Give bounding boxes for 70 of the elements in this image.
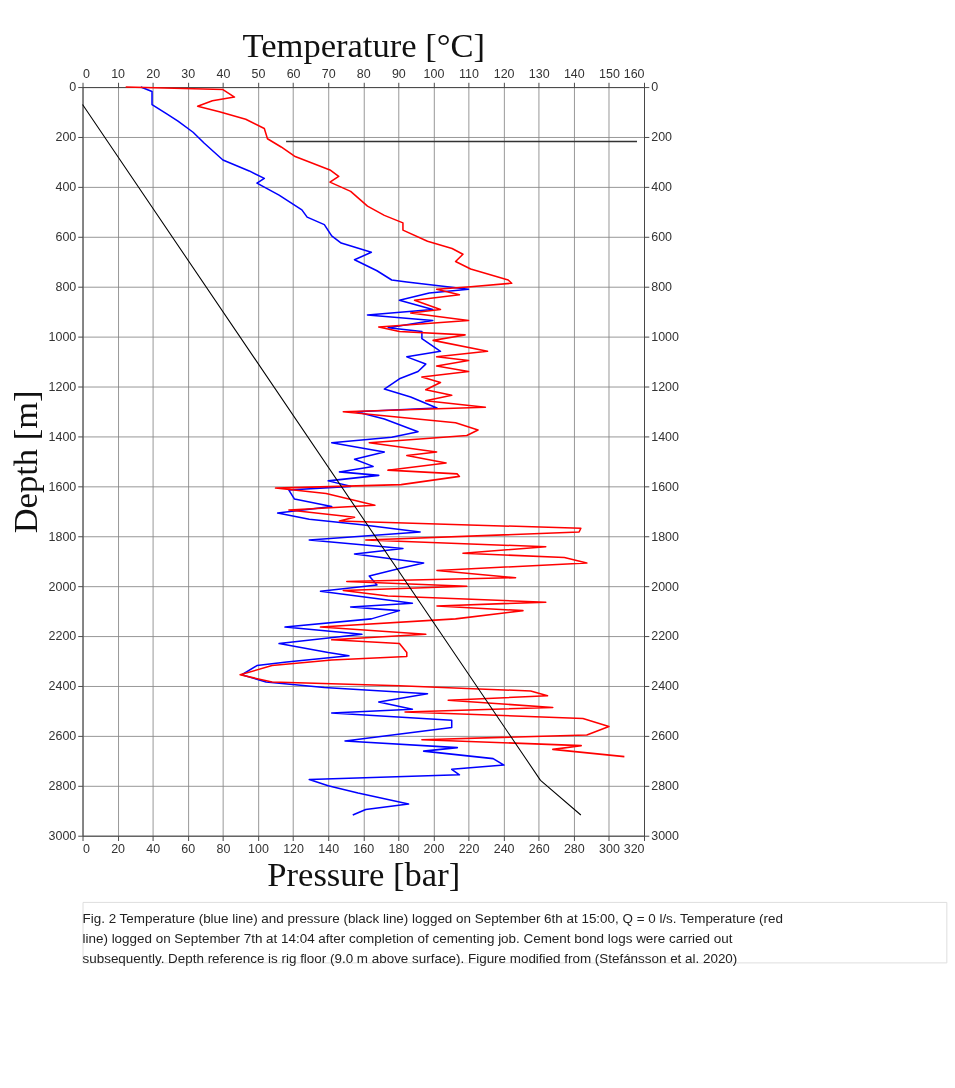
x-tick-label: 0 xyxy=(83,841,91,856)
y-tick-label: 1200 xyxy=(48,379,77,394)
x-tick-label: 160 xyxy=(353,841,375,856)
y2-tick-label: 2200 xyxy=(651,629,680,644)
x2-tick-label: 60 xyxy=(286,66,301,81)
y-tick-label: 2200 xyxy=(48,629,77,644)
x2-tick-label: 80 xyxy=(356,66,371,81)
y-tick-label: 200 xyxy=(55,130,77,145)
x-tick-label: 260 xyxy=(528,841,550,856)
y-tick-label: 2400 xyxy=(48,679,77,694)
y-tick-label: 600 xyxy=(55,230,77,245)
y-tick-label: 1600 xyxy=(48,479,77,494)
x-tick-label: 20 xyxy=(111,841,126,856)
y-tick-label: 1000 xyxy=(48,329,77,344)
y2-tick-label: 2400 xyxy=(651,679,680,694)
y2-tick-label: 800 xyxy=(651,280,673,295)
y-tick-label: 2000 xyxy=(48,579,77,594)
y2-tick-label: 2000 xyxy=(651,579,680,594)
x2-tick-label: 110 xyxy=(459,66,480,81)
y2-tick-label: 2800 xyxy=(651,779,680,794)
x2-tick-label: 120 xyxy=(493,66,515,81)
y2-tick-label: 1800 xyxy=(651,529,680,544)
x2-tick-label: 130 xyxy=(528,66,550,81)
x-axis-title: Pressure [bar] xyxy=(267,855,461,894)
x-tick-label: 180 xyxy=(388,841,410,856)
y-tick-label: 1400 xyxy=(48,429,77,444)
x-tick-label: 120 xyxy=(283,841,305,856)
y2-tick-label: 1600 xyxy=(651,479,680,494)
y2-tick-label: 1000 xyxy=(651,329,680,344)
caption: Fig. 2 Temperature (blue line) and pressure (black line) logged on September 6th at 15:00, Q = 0 l/s. Temperature (red line) logged on September 7th at 14:04 after completion of cementing job. Cement bond logs were carried out subsequently. Depth reference is rig floor (9.0 m above surface). Figure modified from (Stefánsson et al. 2020) xyxy=(82,910,783,966)
x2-tick-label: 150 xyxy=(599,66,620,81)
y2-tick-label: 2600 xyxy=(651,729,680,744)
y2-tick-label: 400 xyxy=(651,180,673,195)
x2-tick-label: 0 xyxy=(83,66,91,81)
y-tick-label: 400 xyxy=(55,180,77,195)
y2-tick-label: 1400 xyxy=(651,429,680,444)
y-tick-label: 1800 xyxy=(48,529,77,544)
x-tick-label: 280 xyxy=(563,841,585,856)
x2-tick-label: 10 xyxy=(111,66,126,81)
x-tick-label: 140 xyxy=(318,841,340,856)
x-tick-label: 80 xyxy=(216,841,231,856)
x-tick-label: 200 xyxy=(423,841,445,856)
y-tick-label: 0 xyxy=(69,80,77,95)
x2-axis-title: Temperature [°C] xyxy=(242,25,486,64)
y2-tick-label: 3000 xyxy=(651,829,680,844)
x2-tick-label: 70 xyxy=(321,66,336,81)
y-tick-label: 2600 xyxy=(48,729,77,744)
x-tick-label: 240 xyxy=(493,841,515,856)
x-tick-label: 320 xyxy=(623,841,645,856)
x-tick-label: 220 xyxy=(458,841,480,856)
x-tick-label: 100 xyxy=(248,841,269,856)
x-tick-label: 300 xyxy=(599,841,620,856)
x2-tick-label: 100 xyxy=(423,66,445,81)
x2-tick-label: 50 xyxy=(251,66,266,81)
y-tick-label: 2800 xyxy=(48,779,77,794)
y2-tick-label: 600 xyxy=(651,230,673,245)
y2-tick-label: 0 xyxy=(651,80,659,95)
x-tick-label: 40 xyxy=(146,841,161,856)
y-axis-title: Depth [m] xyxy=(6,390,45,534)
x2-tick-label: 30 xyxy=(181,66,196,81)
y2-tick-label: 1200 xyxy=(651,379,680,394)
y-tick-label: 800 xyxy=(55,280,77,295)
x2-tick-label: 140 xyxy=(563,66,585,81)
x2-tick-label: 90 xyxy=(391,66,406,81)
y-tick-label: 3000 xyxy=(48,829,77,844)
y2-tick-label: 200 xyxy=(651,130,673,145)
x-tick-label: 60 xyxy=(181,841,196,856)
x2-tick-label: 40 xyxy=(216,66,231,81)
x2-tick-label: 160 xyxy=(623,66,645,81)
x2-tick-label: 20 xyxy=(146,66,161,81)
